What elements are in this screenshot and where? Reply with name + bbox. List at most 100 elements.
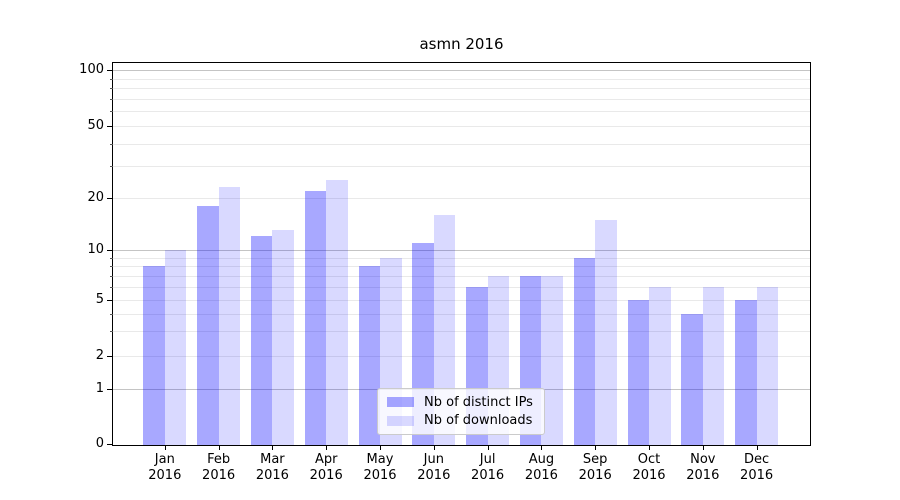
x-tick-label-jan: Jan 2016 — [137, 452, 193, 484]
x-tick-label-jul: Jul 2016 — [460, 452, 516, 484]
gridline-major-100 — [113, 70, 810, 71]
x-tick-year-sep: 2016 — [578, 468, 612, 483]
axis-spine-top — [112, 62, 811, 63]
bar-downloads-nov — [702, 286, 725, 445]
bar-downloads-dec — [756, 286, 779, 445]
gridline-minor-70 — [113, 99, 810, 100]
bar-distinct-ips-nov — [681, 313, 703, 445]
gridline-minor-80 — [113, 88, 810, 89]
x-tick-label-sep: Sep 2016 — [567, 452, 623, 484]
gridline-minor-40 — [113, 144, 810, 145]
x-tick-year-jan: 2016 — [148, 468, 182, 483]
bar-downloads-mar — [272, 230, 294, 445]
y-minortick-7 — [110, 276, 113, 277]
x-tick-may — [380, 445, 381, 450]
x-tick-label-aug: Aug 2016 — [513, 452, 569, 484]
x-tick-feb — [218, 445, 220, 450]
x-tick-dec — [756, 445, 758, 450]
y-minortick-60 — [110, 111, 113, 112]
gridline-minor-4 — [113, 314, 810, 315]
gridline-minor-3 — [113, 331, 810, 332]
x-tick-label-jun: Jun 2016 — [406, 452, 462, 484]
legend-item-distinct-ips: Nb of distinct IPs — [386, 395, 536, 410]
x-tick-year-dec: 2016 — [740, 468, 774, 483]
bar-downloads-jan — [164, 250, 187, 445]
gridline-major-10 — [113, 250, 810, 251]
x-tick-oct — [649, 445, 650, 450]
x-tick-apr — [326, 445, 328, 450]
legend-swatch-downloads — [387, 415, 414, 426]
bar-downloads-feb — [218, 187, 241, 445]
bar-downloads-oct — [649, 286, 671, 445]
gridline-minor-30 — [113, 166, 810, 167]
y-tick-label-0: 0 — [95, 436, 104, 451]
x-tick-label-dec: Dec 2016 — [729, 452, 785, 484]
x-tick-label-feb: Feb 2016 — [191, 452, 247, 484]
y-minortick-30 — [110, 166, 113, 167]
y-tick-1 — [107, 389, 113, 390]
y-tick-0 — [107, 444, 113, 445]
y-tick-20 — [107, 198, 113, 199]
x-tick-jul — [487, 445, 489, 450]
chart-title: asmn 2016 — [419, 35, 504, 53]
x-tick-year-aug: 2016 — [524, 468, 558, 483]
y-minortick-80 — [110, 88, 113, 89]
x-tick-year-jul: 2016 — [471, 468, 505, 483]
bar-downloads-aug — [541, 275, 563, 445]
gridline-minor-50 — [113, 126, 810, 127]
gridline-minor-90 — [113, 79, 810, 80]
y-tick-5 — [107, 300, 113, 301]
legend-label-downloads: Nb of downloads — [424, 413, 533, 429]
bar-downloads-jun — [433, 214, 456, 445]
y-tick-2 — [107, 356, 113, 357]
legend: Nb of distinct IPs Nb of downloads — [377, 388, 545, 435]
bar-distinct-ips-feb — [197, 205, 219, 445]
bar-downloads-apr — [326, 180, 348, 445]
gridline-minor-7 — [113, 276, 810, 277]
x-tick-year-oct: 2016 — [632, 468, 666, 483]
x-tick-year-nov: 2016 — [686, 468, 720, 483]
x-tick-year-jun: 2016 — [417, 468, 451, 483]
x-tick-label-apr: Apr 2016 — [298, 452, 354, 484]
x-tick-year-may: 2016 — [363, 468, 397, 483]
y-tick-label-50: 50 — [87, 118, 104, 133]
x-tick-aug — [541, 445, 543, 450]
legend-item-downloads: Nb of downloads — [386, 413, 536, 428]
gridline-minor-8 — [113, 266, 810, 267]
bar-distinct-ips-jan — [143, 266, 165, 445]
x-tick-jan — [164, 445, 166, 450]
y-minortick-70 — [110, 99, 113, 100]
x-tick-year-mar: 2016 — [255, 468, 289, 483]
x-tick-sep — [595, 445, 597, 450]
y-minortick-40 — [110, 144, 113, 145]
y-minortick-4 — [110, 314, 113, 315]
x-tick-jun — [433, 445, 435, 450]
bar-distinct-ips-oct — [627, 300, 649, 445]
bar-distinct-ips-mar — [250, 236, 273, 445]
y-tick-10 — [107, 250, 113, 251]
x-tick-year-feb: 2016 — [202, 468, 236, 483]
y-tick-label-1: 1 — [95, 381, 104, 396]
bar-distinct-ips-sep — [573, 257, 596, 445]
x-tick-nov — [702, 445, 704, 450]
x-tick-mar — [272, 445, 274, 450]
x-tick-label-nov: Nov 2016 — [675, 452, 731, 484]
y-minortick-8 — [110, 266, 113, 267]
x-tick-label-mar: Mar 2016 — [244, 452, 300, 484]
y-tick-label-5: 5 — [95, 292, 104, 307]
y-tick-label-2: 2 — [95, 348, 104, 363]
bar-downloads-sep — [595, 219, 617, 445]
legend-label-distinct-ips: Nb of distinct IPs — [424, 394, 533, 410]
y-tick-100 — [107, 70, 113, 71]
bar-distinct-ips-apr — [304, 190, 327, 445]
axis-spine-left — [112, 62, 113, 446]
y-minortick-6 — [110, 287, 113, 288]
gridline-minor-60 — [113, 111, 810, 112]
x-tick-year-apr: 2016 — [309, 468, 343, 483]
axis-spine-right — [810, 62, 811, 446]
y-tick-label-100: 100 — [79, 62, 104, 77]
y-tick-50 — [107, 126, 113, 127]
bar-distinct-ips-dec — [735, 300, 757, 445]
y-tick-label-10: 10 — [87, 242, 104, 257]
